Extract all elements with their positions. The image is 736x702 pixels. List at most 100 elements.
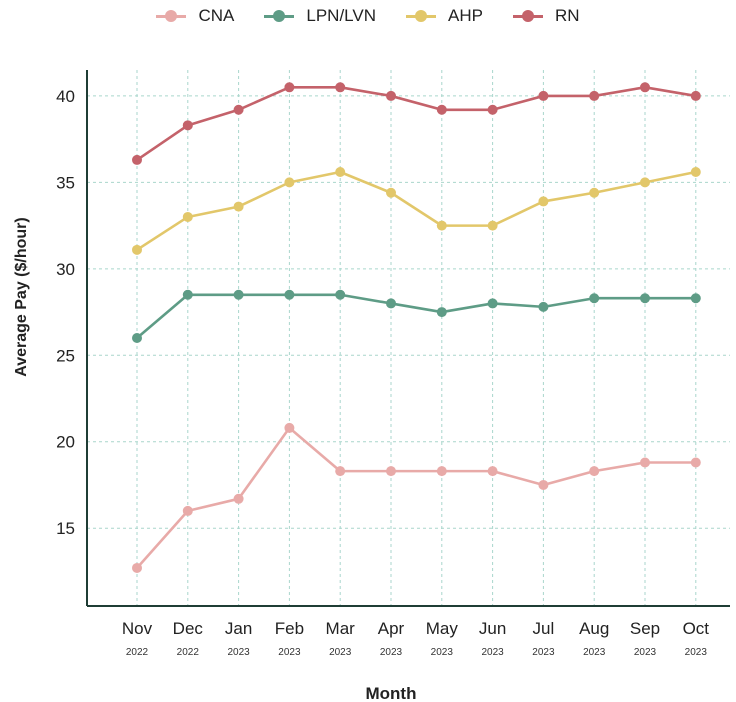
data-point <box>284 289 295 300</box>
data-point <box>690 167 701 178</box>
data-point <box>436 104 447 115</box>
x-tick-label: Mar <box>326 619 356 638</box>
y-tick-label: 20 <box>56 433 75 452</box>
legend-item: CNA <box>156 6 234 26</box>
data-point <box>132 154 142 165</box>
data-point <box>487 104 498 115</box>
x-tick-label: Jan <box>225 619 252 638</box>
data-point <box>386 298 396 309</box>
x-tick-label: Jul <box>533 619 555 638</box>
data-point <box>487 466 498 477</box>
x-tick-year-label: 2023 <box>329 647 352 658</box>
x-tick-label: Oct <box>683 619 710 638</box>
x-tick-year-label: 2023 <box>481 647 504 658</box>
x-tick-label: Apr <box>378 619 405 638</box>
y-tick-label: 35 <box>56 173 75 192</box>
y-axis-title: Average Pay ($/hour) <box>13 217 30 376</box>
series-line-cna <box>136 426 696 569</box>
data-point <box>436 466 447 477</box>
data-point <box>182 289 193 300</box>
x-tick-label: Feb <box>275 619 304 638</box>
x-tick-year-label: 2023 <box>634 647 657 658</box>
legend-swatch <box>264 9 295 23</box>
data-point <box>538 301 549 312</box>
series-line-lpn-lvn <box>136 293 696 339</box>
legend-label: RN <box>554 6 580 25</box>
data-point <box>640 293 650 304</box>
x-tick-year-label: 2023 <box>380 647 403 658</box>
y-tick-label: 40 <box>56 87 75 106</box>
data-point <box>538 196 549 207</box>
data-point <box>284 82 295 93</box>
chart-legend: CNA LPN/LVN AHP RN <box>0 6 736 26</box>
x-tick-year-label: 2023 <box>431 647 454 658</box>
x-axis-title: Month <box>366 684 417 702</box>
legend-label: CNA <box>198 6 235 25</box>
data-point <box>132 562 142 573</box>
data-point <box>640 177 650 188</box>
data-point <box>233 289 244 300</box>
data-point <box>589 293 600 304</box>
x-tick-label: Sep <box>630 619 660 638</box>
x-tick-year-label: 2023 <box>227 647 250 658</box>
data-point <box>233 201 244 212</box>
data-point <box>335 82 346 93</box>
legend-label: LPN/LVN <box>306 6 376 25</box>
data-point <box>487 298 498 309</box>
data-point <box>538 479 549 490</box>
legend-item: RN <box>512 6 580 26</box>
y-tick-label: 30 <box>56 260 75 279</box>
data-point <box>386 90 396 101</box>
data-point <box>182 120 193 131</box>
data-point <box>335 289 346 300</box>
data-point <box>233 104 244 115</box>
legend-swatch-dot <box>165 10 178 22</box>
data-point <box>690 90 701 101</box>
data-point <box>233 493 244 504</box>
data-point <box>589 466 600 477</box>
data-point <box>589 187 600 198</box>
data-point <box>538 90 549 101</box>
data-point <box>386 187 396 198</box>
x-tick-label: Dec <box>173 619 204 638</box>
legend-item: LPN/LVN <box>264 6 376 26</box>
y-tick-label: 25 <box>56 346 75 365</box>
legend-label: AHP <box>447 6 483 25</box>
data-point <box>182 505 193 516</box>
data-point <box>436 220 447 231</box>
legend-swatch-dot <box>414 10 427 22</box>
x-tick-label: Jun <box>479 619 506 638</box>
data-point <box>182 211 193 222</box>
data-point <box>132 244 142 255</box>
data-point <box>284 422 295 433</box>
data-point <box>335 167 346 178</box>
data-point <box>436 307 447 318</box>
data-point <box>690 293 701 304</box>
legend-swatch <box>405 9 436 23</box>
legend-swatch-dot <box>273 10 286 22</box>
x-tick-year-label: 2023 <box>532 647 555 658</box>
y-tick-label: 15 <box>56 519 75 538</box>
x-tick-label: Aug <box>579 619 609 638</box>
x-tick-label: May <box>426 619 459 638</box>
data-point <box>589 90 600 101</box>
x-tick-year-label: 2023 <box>583 647 606 658</box>
data-point <box>132 333 142 343</box>
data-point <box>640 457 650 468</box>
x-tick-year-label: 2022 <box>126 647 149 658</box>
legend-swatch <box>512 9 543 23</box>
data-point <box>487 220 498 231</box>
x-tick-year-label: 2023 <box>685 647 708 658</box>
x-tick-year-label: 2023 <box>278 647 301 658</box>
data-point <box>335 466 346 477</box>
data-point <box>640 82 650 93</box>
data-point <box>386 466 396 477</box>
legend-swatch-dot <box>521 10 534 22</box>
x-tick-label: Nov <box>122 619 153 638</box>
data-point <box>284 177 295 188</box>
series-line-ahp <box>136 170 697 251</box>
x-tick-year-label: 2022 <box>177 647 200 658</box>
series-line-rn <box>136 85 697 161</box>
legend-item: AHP <box>405 6 483 26</box>
